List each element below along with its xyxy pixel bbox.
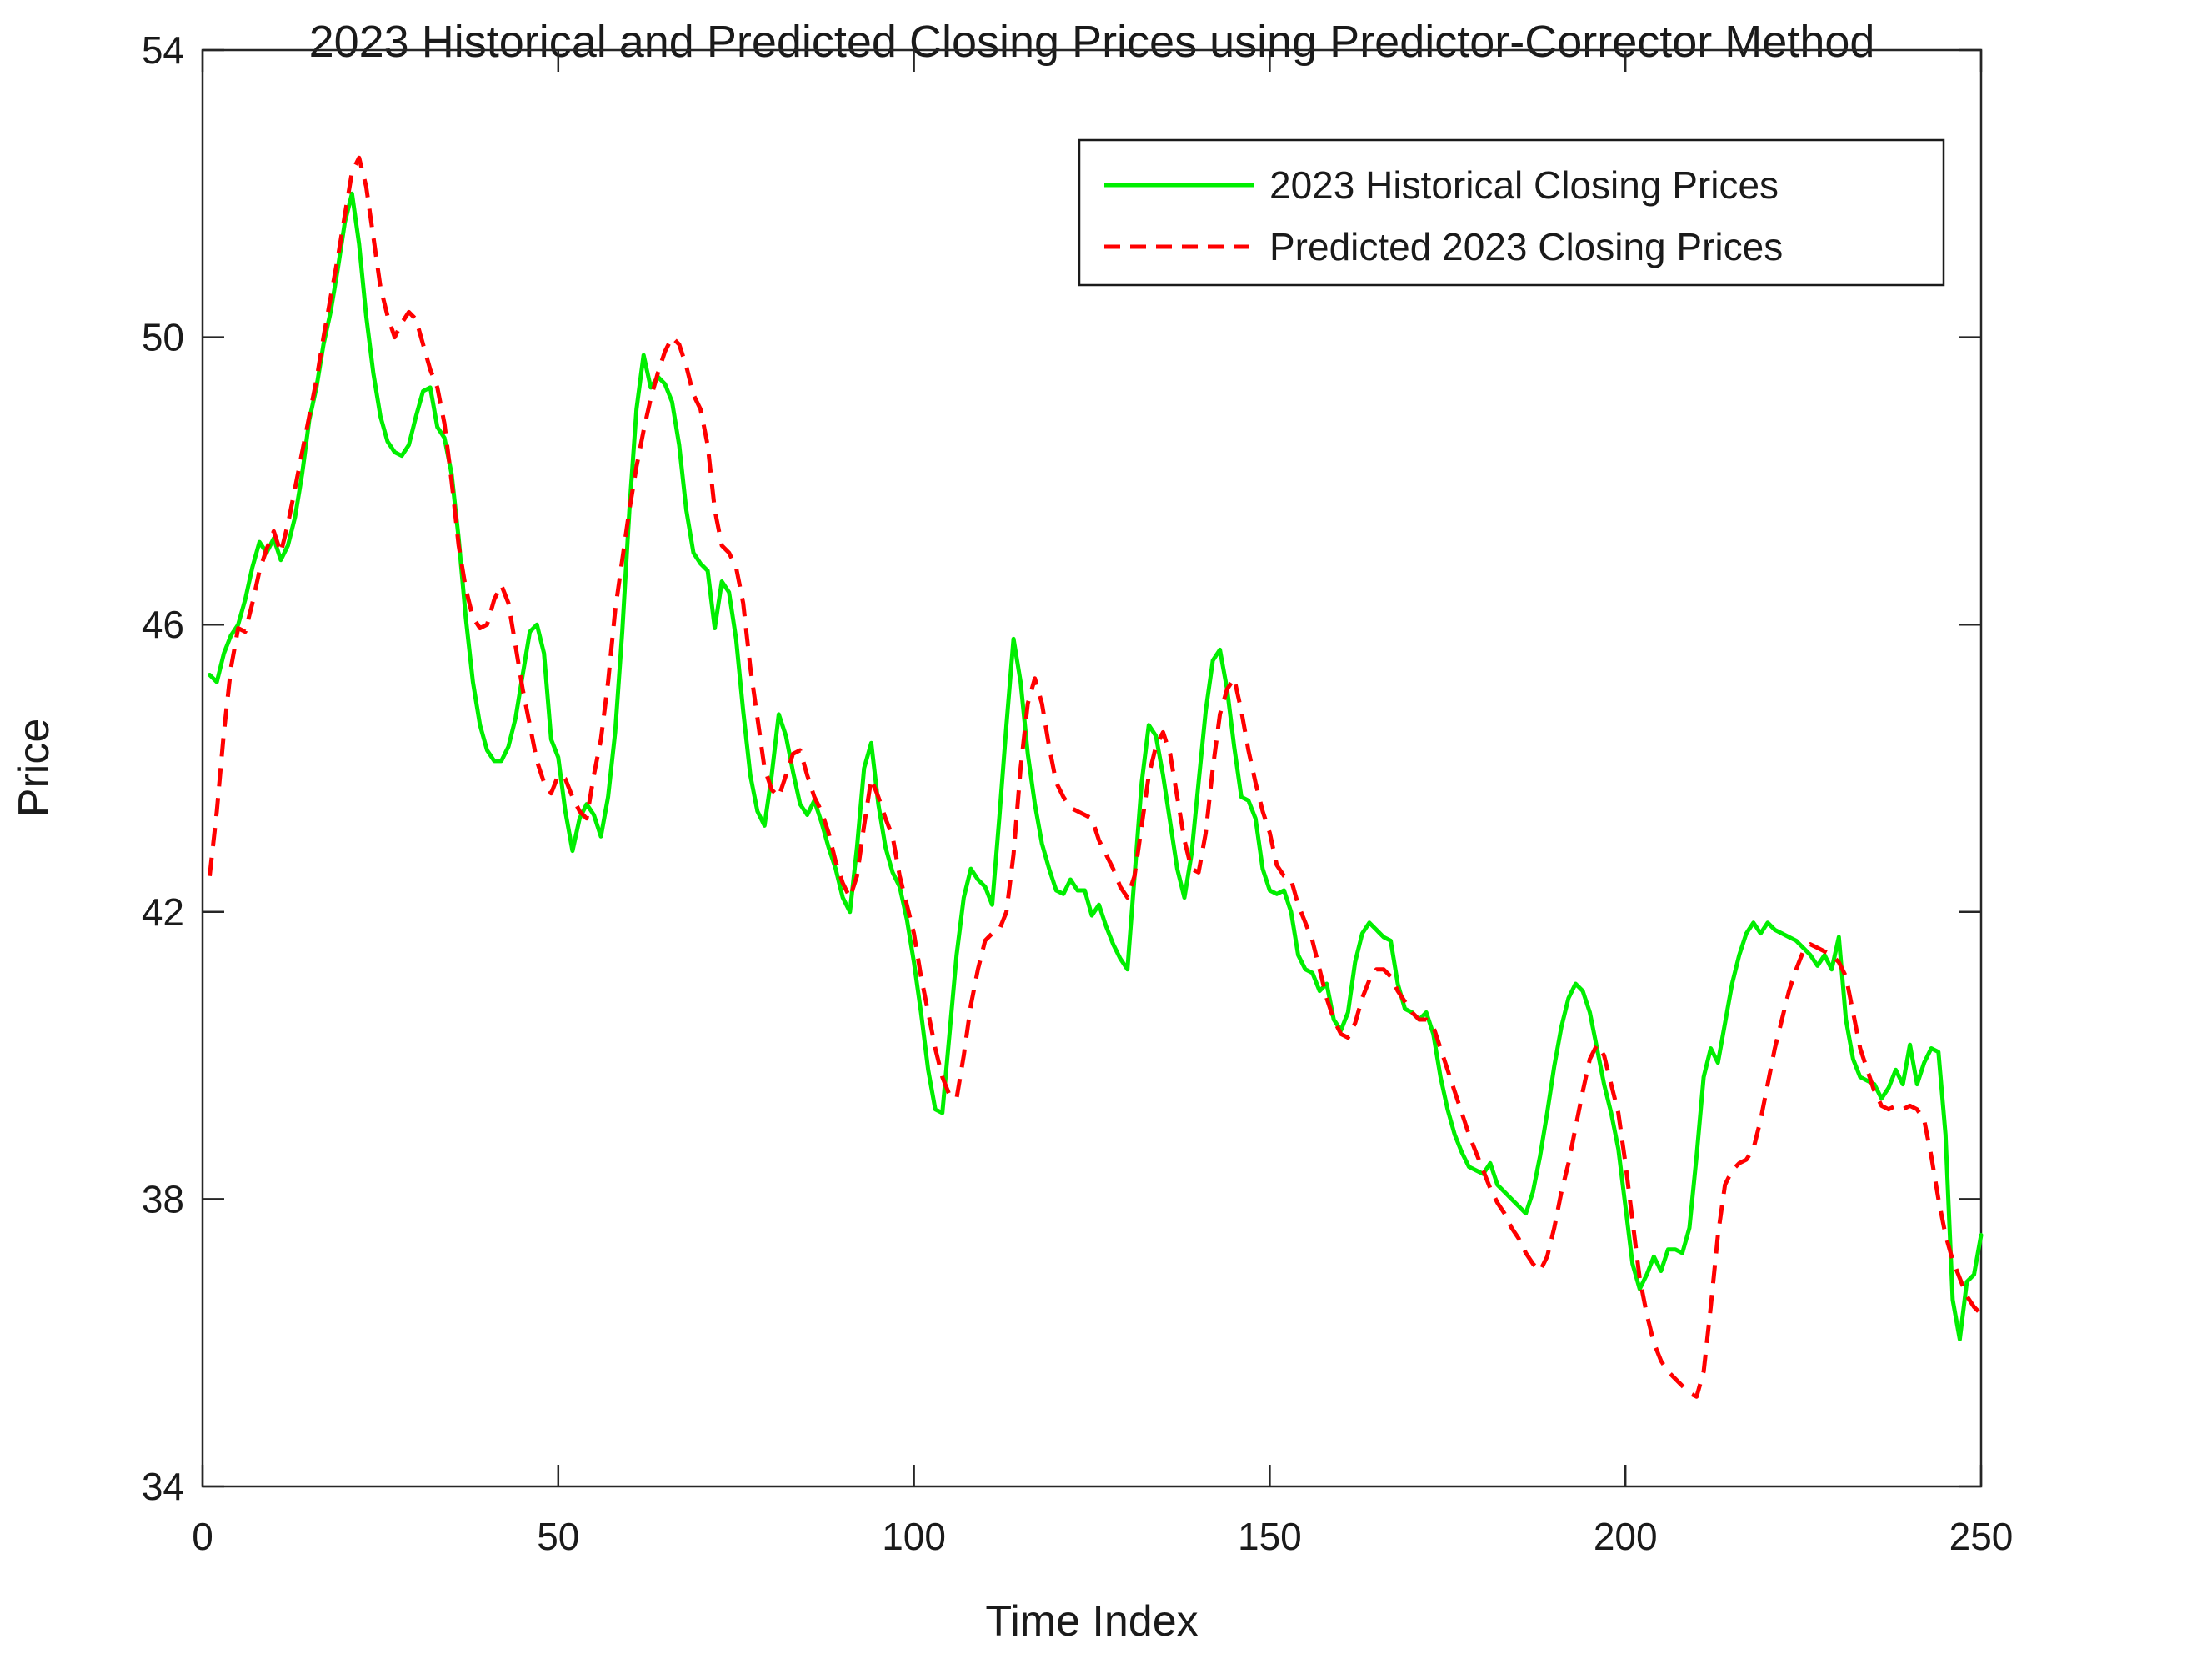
x-tick-label: 100: [882, 1515, 946, 1558]
y-tick-label: 54: [142, 28, 184, 72]
plot-series: [208, 155, 1984, 1399]
y-tick-label: 34: [142, 1465, 184, 1508]
legend-label-predicted: Predicted 2023 Closing Prices: [1269, 225, 1783, 268]
x-tick-label: 50: [537, 1515, 579, 1558]
y-tick-label: 46: [142, 603, 184, 646]
x-tick-label: 250: [1949, 1515, 2014, 1558]
y-tick-label: 50: [142, 316, 184, 359]
x-tick-label: 0: [192, 1515, 213, 1558]
x-tick-label: 200: [1594, 1515, 1658, 1558]
x-tick-label: 150: [1238, 1515, 1302, 1558]
historical-line: [208, 191, 1984, 1341]
x-axis-label: Time Index: [985, 1597, 1198, 1646]
legend-box: [1078, 138, 1945, 287]
y-tick-label: 38: [142, 1177, 184, 1220]
predicted-line: [208, 155, 1983, 1399]
y-axis-label: Price: [10, 719, 58, 817]
plot-frame: [201, 48, 1983, 1488]
legend: 2023 Historical Closing Prices Predicted…: [1078, 138, 1945, 287]
axis-ticks: 0 50 100 150 200 250 34 38 42 46 50 54: [142, 28, 2014, 1558]
y-tick-label: 42: [142, 890, 184, 934]
chart-title: 2023 Historical and Predicted Closing Pr…: [309, 17, 1875, 67]
legend-label-historical: 2023 Historical Closing Prices: [1269, 163, 1779, 207]
